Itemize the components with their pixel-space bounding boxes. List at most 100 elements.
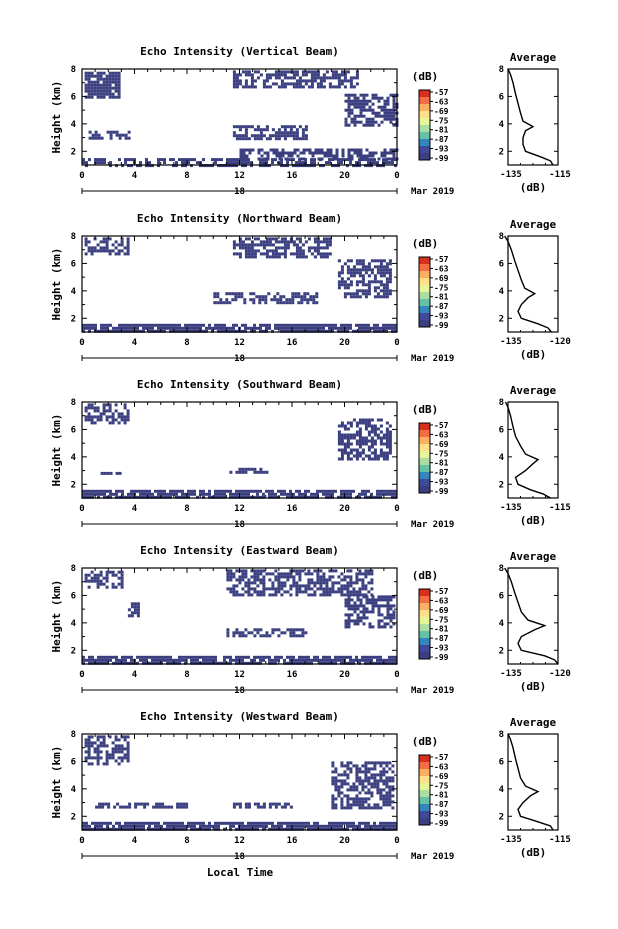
echo-cell xyxy=(315,301,319,305)
echo-cell xyxy=(388,439,392,443)
echo-cell xyxy=(127,329,130,333)
echo-cell xyxy=(111,756,115,760)
echo-cell xyxy=(328,590,332,594)
echo-cell xyxy=(304,584,308,588)
echo-cell xyxy=(368,108,372,112)
echo-cell xyxy=(96,738,100,742)
chart-title: Echo Intensity (Eastward Beam) xyxy=(140,544,339,557)
echo-cell xyxy=(136,827,139,831)
echo-cell xyxy=(361,800,365,804)
colorbar-segment xyxy=(419,285,430,293)
echo-cell xyxy=(394,824,397,828)
echo-cell xyxy=(148,821,151,825)
echo-cell xyxy=(352,271,356,275)
echo-cell xyxy=(304,164,307,168)
echo-cell xyxy=(265,164,268,168)
echo-cell xyxy=(193,827,196,831)
echo-cell xyxy=(232,70,236,74)
echo-cell xyxy=(274,655,277,659)
echo-cell xyxy=(283,658,286,662)
x-tick-label: 0 xyxy=(394,670,399,680)
echo-cell xyxy=(109,827,112,831)
echo-cell xyxy=(126,249,130,253)
colorbar-tick-label: -75 xyxy=(434,781,449,790)
echo-cell xyxy=(325,824,328,828)
echo-cell xyxy=(292,85,296,89)
echo-cell xyxy=(364,785,368,789)
echo-cell xyxy=(99,744,103,748)
echo-cell xyxy=(347,108,351,112)
echo-cell xyxy=(331,800,335,804)
echo-cell xyxy=(337,779,341,783)
echo-cell xyxy=(313,329,316,333)
echo-cell xyxy=(106,655,109,659)
echo-cell xyxy=(94,824,97,828)
echo-cell xyxy=(358,161,361,165)
echo-cell xyxy=(373,286,377,290)
echo-cell xyxy=(166,658,169,662)
echo-cell xyxy=(117,74,121,78)
echo-cell xyxy=(103,329,106,333)
echo-cell xyxy=(370,439,374,443)
echo-cell xyxy=(105,403,109,407)
echo-cell xyxy=(265,634,269,638)
echo-cell xyxy=(123,735,127,739)
average-title: Average xyxy=(510,384,557,397)
echo-cell xyxy=(91,323,94,327)
echo-cell xyxy=(277,634,281,638)
echo-cell xyxy=(385,280,389,284)
echo-cell xyxy=(331,803,335,807)
echo-cell xyxy=(120,576,124,580)
echo-cell xyxy=(304,572,308,576)
echo-cell xyxy=(240,295,244,299)
echo-cell xyxy=(373,427,377,431)
echo-cell xyxy=(95,805,99,809)
echo-cell xyxy=(352,76,356,80)
echo-cell xyxy=(385,445,389,449)
echo-cell xyxy=(130,329,133,333)
echo-cell xyxy=(96,750,100,754)
echo-cell xyxy=(235,590,239,594)
echo-cell xyxy=(99,249,103,253)
echo-cell xyxy=(355,451,359,455)
echo-cell xyxy=(296,148,300,152)
echo-cell xyxy=(361,268,365,272)
echo-cell xyxy=(99,89,103,93)
echo-cell xyxy=(337,791,341,795)
echo-cell xyxy=(319,164,322,168)
echo-cell xyxy=(295,249,299,253)
colorbar-tick-label: -81 xyxy=(434,791,449,800)
echo-cell xyxy=(268,255,272,259)
echo-cell xyxy=(271,134,275,138)
echo-cell xyxy=(376,268,380,272)
echo-cell xyxy=(105,418,109,422)
echo-cell xyxy=(85,495,88,499)
colorbar-segment xyxy=(419,313,430,321)
echo-cell xyxy=(274,824,277,828)
echo-cell xyxy=(118,489,121,493)
echo-cell xyxy=(340,827,343,831)
echo-cell xyxy=(235,125,239,129)
echo-cell xyxy=(359,99,363,103)
echo-cell xyxy=(356,622,360,626)
echo-cell xyxy=(313,581,317,585)
echo-cell xyxy=(99,756,103,760)
echo-cell xyxy=(355,770,359,774)
echo-cell xyxy=(181,326,184,330)
echo-cell xyxy=(211,495,214,499)
echo-cell xyxy=(349,575,353,579)
echo-cell xyxy=(346,326,349,330)
echo-cell xyxy=(241,489,244,493)
echo-cell xyxy=(349,584,353,588)
echo-cell xyxy=(361,578,365,582)
echo-cell xyxy=(87,415,91,419)
echo-cell xyxy=(269,148,273,152)
echo-cell xyxy=(325,323,328,327)
echo-cell xyxy=(181,164,184,168)
echo-cell xyxy=(214,661,217,665)
echo-cell xyxy=(250,631,254,635)
echo-cell xyxy=(346,445,350,449)
echo-cell xyxy=(379,424,383,428)
echo-cell xyxy=(283,323,286,327)
echo-cell xyxy=(157,492,160,496)
